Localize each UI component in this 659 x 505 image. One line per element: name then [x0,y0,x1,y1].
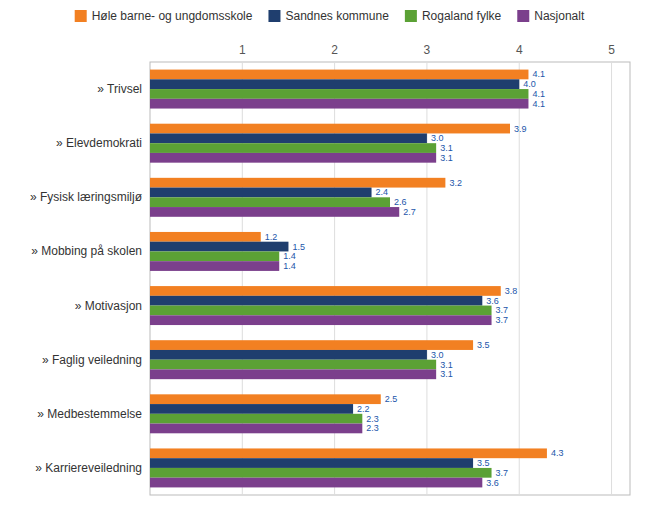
bar [150,404,353,414]
tick-label: 5 [608,43,615,57]
legend-swatch [75,10,87,22]
bar [150,251,279,261]
bar [150,414,362,424]
data-label: 3.7 [496,468,509,478]
data-label: 4.3 [551,448,564,458]
bar [150,153,436,163]
data-label: 3.1 [440,369,453,379]
chart: 1 2 3 4 5 » Trivsel » Elevdemokrati » Fysisk læ… [0,0,659,505]
data-label: 3.5 [477,340,490,350]
data-label: 3.5 [477,458,490,468]
data-label: 3.0 [431,133,444,143]
bar [150,188,372,198]
data-label: 2.4 [376,187,389,197]
category-label: » Medbestemmelse [37,407,142,421]
legend-swatch [268,10,280,22]
legend-swatch [517,10,529,22]
data-label: 1.4 [283,251,296,261]
legend-swatch [405,10,417,22]
bar [150,89,528,99]
data-label: 3.1 [440,360,453,370]
data-label: 3.7 [496,315,509,325]
bar [150,79,519,89]
bar [150,70,528,80]
legend-label: Nasjonalt [534,9,585,23]
legend-item: Sandnes kommune [268,9,389,23]
bar [150,143,436,153]
tick-label: 2 [331,43,338,57]
bar [150,99,528,109]
bar [150,286,501,296]
data-label: 4.1 [532,69,545,79]
data-label: 3.2 [449,178,462,188]
bar [150,448,547,458]
data-label: 2.3 [366,414,379,424]
category-label: » Faglig veiledning [42,353,142,367]
data-label: 2.5 [385,394,398,404]
bars [150,70,547,488]
bar [150,197,390,207]
data-label: 3.1 [440,143,453,153]
bar [150,315,492,325]
bar [150,178,445,188]
bar [150,369,436,379]
data-label: 3.1 [440,153,453,163]
bar [150,360,436,370]
category-label: » Mobbing på skolen [31,244,142,258]
category-label: » Fysisk læringsmiljø [30,190,143,204]
category-label: » Trivsel [97,82,142,96]
tick-label: 1 [239,43,246,57]
data-label: 3.7 [496,305,509,315]
bar [150,133,427,143]
bar [150,306,492,316]
bar [150,242,288,252]
data-label: 4.0 [523,79,536,89]
data-label: 2.2 [357,404,370,414]
bar [150,340,473,350]
data-label: 2.6 [394,197,407,207]
legend-label: Sandnes kommune [285,9,389,23]
tick-label: 4 [516,43,523,57]
bar [150,207,399,217]
data-label: 4.1 [532,99,545,109]
bar [150,232,261,242]
legend-label: Rogaland fylke [422,9,502,23]
bar [150,296,482,306]
data-label: 3.0 [431,350,444,360]
category-label: » Motivasjon [75,299,142,313]
data-label: 3.6 [486,296,499,306]
data-label: 3.9 [514,124,527,134]
plot-frame [150,62,630,495]
bar [150,424,362,434]
legend-item: Rogaland fylke [405,9,502,23]
bar [150,468,492,478]
grid-line [611,62,612,495]
data-label: 2.3 [366,423,379,433]
bar [150,458,473,468]
data-label: 1.4 [283,261,296,271]
data-label: 3.8 [505,286,518,296]
legend-item: Høle barne- og ungdomsskole [75,9,253,23]
legend-item: Nasjonalt [517,9,585,23]
bar [150,478,482,488]
data-label: 1.2 [265,232,278,242]
bar [150,350,427,360]
legend-label: Høle barne- og ungdomsskole [92,9,253,23]
data-label: 2.7 [403,207,416,217]
data-label: 3.6 [486,478,499,488]
legend: Høle barne- og ungdomsskole Sandnes kommu… [75,9,585,23]
data-label: 1.5 [292,242,305,252]
tick-label: 3 [424,43,431,57]
data-label: 4.1 [532,89,545,99]
data-labels: 4.13.93.21.23.83.52.54.34.03.02.41.53.63… [265,69,564,487]
bar [150,124,510,134]
bar [150,261,279,271]
category-label: » Elevdemokrati [56,136,142,150]
bar [150,394,381,404]
category-label: » Karriereveiledning [35,461,142,475]
